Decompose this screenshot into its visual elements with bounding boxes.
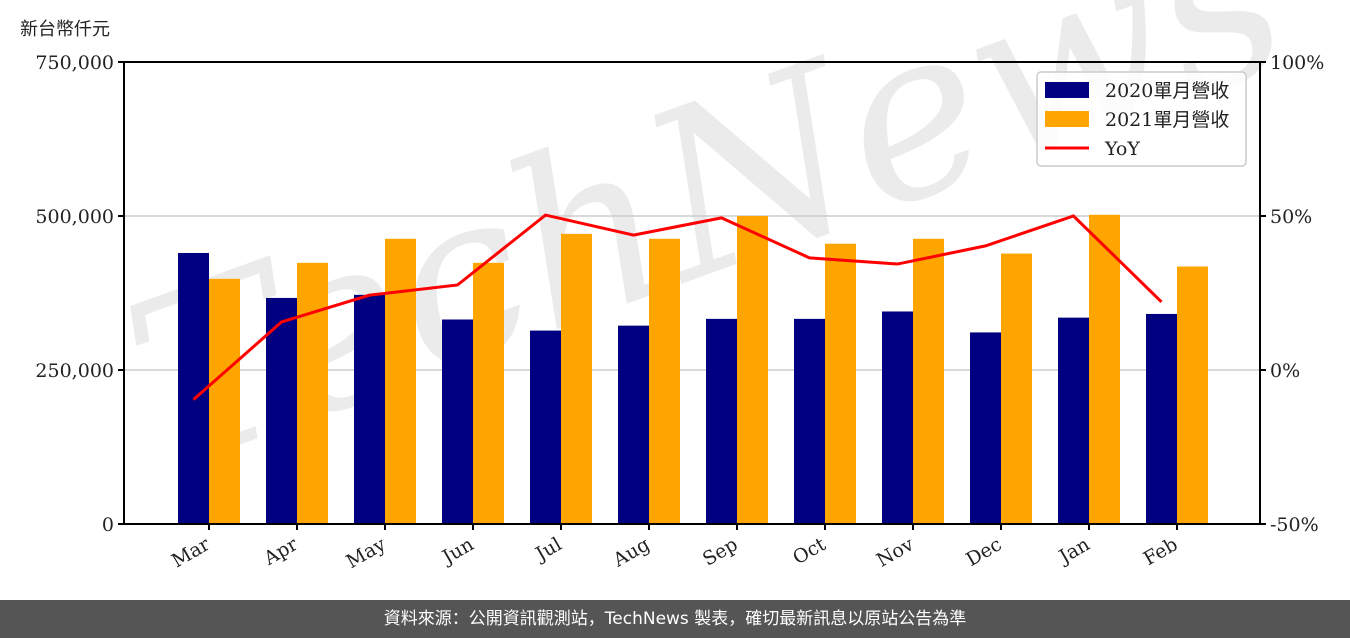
bar-2021 <box>297 262 328 524</box>
bar-2021 <box>825 243 856 524</box>
x-tick-label: Oct <box>789 533 830 569</box>
legend-swatch <box>1045 111 1089 127</box>
bar-2021 <box>385 238 416 525</box>
bar-2020 <box>706 318 737 524</box>
bar-2021 <box>561 233 592 524</box>
bar-2021 <box>473 262 504 524</box>
bar-2020 <box>1058 317 1089 524</box>
source-footer: 資料來源：公開資訊觀測站，TechNews 製表，確切最新訊息以原站公告為準 <box>0 600 1350 638</box>
x-tick-label: Dec <box>962 533 1005 571</box>
x-tick-label: Jan <box>1054 533 1094 569</box>
x-tick-label: Feb <box>1140 533 1182 570</box>
x-tick-label: Mar <box>168 533 214 572</box>
legend-label: YoY <box>1104 138 1140 160</box>
bar-2021 <box>913 238 944 525</box>
y-right-tick-label: 0% <box>1270 360 1300 382</box>
bar-2020 <box>882 311 913 524</box>
y-tick-label: 500,000 <box>35 206 114 228</box>
yoy-line <box>192 213 1163 401</box>
y-right-tick-label: -50% <box>1270 514 1319 536</box>
bar-2020 <box>530 330 561 524</box>
bar-2021 <box>209 278 240 524</box>
y-tick-label: 0 <box>102 514 114 536</box>
legend-box <box>1036 71 1247 167</box>
bar-2021 <box>1089 214 1120 524</box>
legend-label: 2021單月營收 <box>1105 109 1229 131</box>
plot-frame <box>123 61 1261 525</box>
x-tick-label: Jun <box>437 533 478 569</box>
legend-swatch <box>1045 82 1089 98</box>
bar-2021 <box>1177 266 1208 524</box>
bar-2020 <box>1146 313 1177 524</box>
bar-2021 <box>649 238 680 525</box>
y-right-tick-label: 100% <box>1270 52 1324 74</box>
y-tick-label: 750,000 <box>35 52 114 74</box>
x-tick-label: Aug <box>609 533 654 572</box>
bar-2021 <box>1001 253 1032 525</box>
bar-2020 <box>266 297 297 524</box>
bar-2020 <box>794 318 825 524</box>
x-tick-label: Apr <box>259 533 302 570</box>
y-right-tick-label: 50% <box>1270 206 1312 228</box>
bar-2020 <box>442 319 473 524</box>
x-tick-label: Jul <box>530 533 565 566</box>
bar-2020 <box>618 325 649 524</box>
revenue-chart: TechNews0250,000500,000750,000-50%0%50%1… <box>35 0 1324 573</box>
x-tick-label: Sep <box>699 533 742 570</box>
x-tick-label: Nov <box>873 533 918 572</box>
legend-label: 2020單月營收 <box>1105 80 1229 102</box>
bar-2020 <box>970 332 1001 524</box>
bar-2020 <box>354 294 385 524</box>
bar-2021 <box>737 216 768 524</box>
y-tick-label: 250,000 <box>35 360 114 382</box>
x-tick-label: May <box>343 533 390 573</box>
y-axis-unit-label: 新台幣仟元 <box>20 19 110 40</box>
